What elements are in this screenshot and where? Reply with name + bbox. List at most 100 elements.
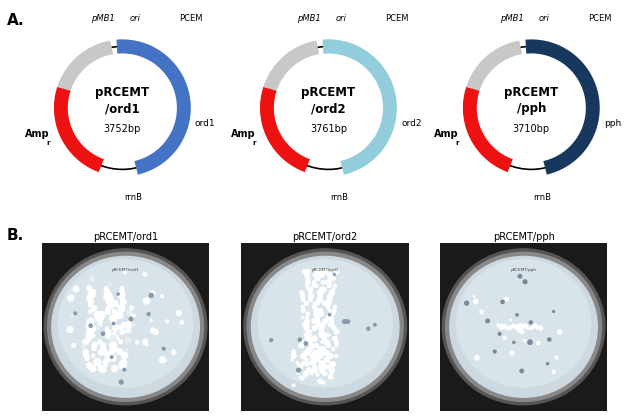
Circle shape [305, 350, 310, 355]
Circle shape [325, 357, 329, 362]
Text: r: r [252, 140, 256, 146]
Circle shape [94, 359, 100, 365]
Circle shape [91, 306, 97, 311]
Circle shape [298, 365, 303, 369]
Circle shape [334, 274, 336, 275]
Circle shape [101, 332, 104, 335]
Circle shape [311, 372, 313, 375]
Circle shape [110, 336, 116, 341]
Circle shape [123, 270, 127, 274]
Circle shape [307, 323, 309, 326]
Ellipse shape [48, 252, 204, 401]
Circle shape [92, 347, 96, 351]
Circle shape [323, 365, 327, 369]
Circle shape [312, 368, 316, 372]
Circle shape [328, 334, 330, 336]
Circle shape [330, 355, 333, 357]
Circle shape [307, 288, 310, 290]
Circle shape [328, 354, 333, 358]
Circle shape [296, 362, 299, 365]
Circle shape [321, 341, 323, 343]
Circle shape [291, 359, 293, 361]
Circle shape [473, 296, 475, 297]
Circle shape [98, 323, 102, 327]
Circle shape [528, 340, 532, 344]
Circle shape [313, 305, 316, 308]
Circle shape [172, 350, 176, 354]
Circle shape [88, 299, 93, 304]
Circle shape [314, 326, 317, 329]
Circle shape [107, 295, 113, 301]
Circle shape [319, 308, 322, 312]
Circle shape [98, 316, 103, 321]
Circle shape [149, 293, 153, 297]
Circle shape [317, 379, 321, 383]
Circle shape [88, 303, 92, 307]
Circle shape [113, 325, 118, 331]
Circle shape [301, 341, 304, 344]
Circle shape [122, 330, 126, 334]
Circle shape [72, 344, 76, 347]
Circle shape [319, 380, 321, 383]
Circle shape [523, 280, 527, 284]
Circle shape [318, 347, 323, 352]
Circle shape [312, 336, 317, 341]
Circle shape [346, 320, 350, 323]
Circle shape [132, 314, 135, 317]
Circle shape [315, 315, 319, 320]
Circle shape [335, 340, 338, 344]
Circle shape [311, 359, 314, 361]
Circle shape [316, 358, 319, 362]
Circle shape [126, 323, 131, 328]
Circle shape [112, 332, 118, 338]
Circle shape [515, 325, 518, 329]
Text: pph: pph [604, 119, 621, 128]
Circle shape [465, 301, 468, 305]
Circle shape [555, 356, 558, 359]
Text: pRCEMT
/ord1: pRCEMT /ord1 [95, 86, 149, 115]
Circle shape [101, 349, 107, 355]
Circle shape [306, 316, 308, 318]
Circle shape [313, 365, 316, 368]
Circle shape [519, 328, 523, 332]
Circle shape [325, 351, 329, 354]
Circle shape [94, 312, 101, 318]
Circle shape [105, 290, 109, 294]
Circle shape [509, 326, 512, 329]
Circle shape [312, 285, 315, 287]
Circle shape [118, 292, 125, 298]
Text: 3761bp: 3761bp [310, 124, 347, 134]
Text: ori: ori [336, 14, 347, 23]
Circle shape [89, 310, 92, 313]
Circle shape [330, 374, 332, 376]
Text: rrnB: rrnB [533, 193, 551, 202]
Circle shape [316, 356, 319, 359]
Circle shape [305, 358, 308, 361]
Circle shape [126, 329, 130, 333]
Circle shape [297, 372, 299, 374]
Ellipse shape [44, 249, 207, 405]
Circle shape [320, 380, 323, 382]
Circle shape [480, 310, 483, 313]
Circle shape [503, 325, 506, 328]
Circle shape [312, 326, 317, 330]
Circle shape [87, 328, 92, 333]
Ellipse shape [457, 260, 591, 387]
Circle shape [318, 380, 321, 383]
Circle shape [323, 269, 327, 274]
Ellipse shape [442, 249, 605, 405]
Circle shape [109, 342, 117, 349]
Circle shape [332, 347, 335, 351]
Circle shape [319, 333, 324, 337]
Circle shape [106, 329, 111, 334]
Circle shape [151, 328, 156, 333]
Circle shape [151, 291, 155, 295]
Circle shape [87, 318, 94, 325]
Circle shape [318, 273, 323, 277]
Circle shape [334, 285, 336, 287]
Circle shape [305, 334, 307, 336]
Circle shape [111, 366, 118, 372]
Circle shape [120, 299, 126, 305]
Circle shape [328, 273, 333, 278]
Circle shape [310, 354, 316, 359]
